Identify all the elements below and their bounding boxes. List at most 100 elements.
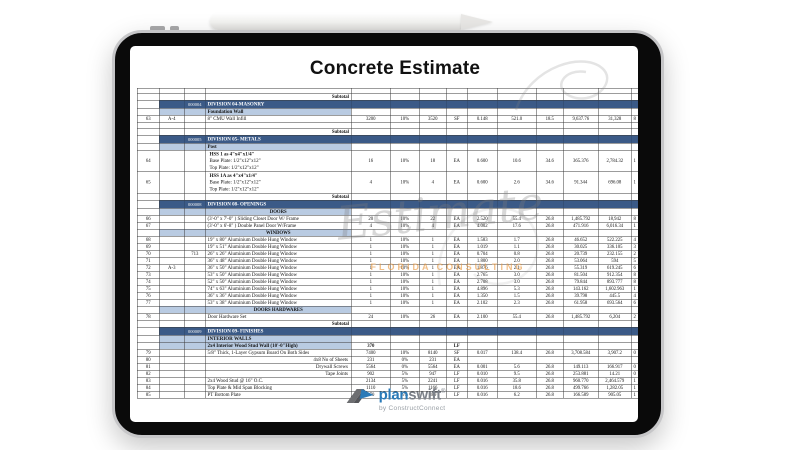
cell — [446, 135, 468, 143]
cell: DOORS HARDWARES — [205, 306, 352, 313]
cell: 619.245 — [599, 264, 632, 271]
cell — [564, 208, 599, 215]
table-row: 68 19" x 80" Aluminium Double Hung Window… — [137, 236, 638, 244]
cell: 71 — [138, 257, 160, 264]
cell — [468, 335, 498, 342]
cell: 0.600 — [468, 172, 498, 193]
table-row: 000005 DIVISION 05- METALS — [137, 135, 638, 144]
cell — [419, 100, 447, 108]
cell: 1.5 — [498, 292, 537, 299]
cell: 253.881 — [564, 370, 599, 377]
cell: 34.6 — [537, 150, 564, 172]
cell: Subtotal — [206, 93, 352, 100]
cell: 26.8 — [537, 278, 564, 285]
cell: 26" x 26" Aluminium Double Hung Window — [206, 250, 352, 257]
cell: 74" x 63" Aluminium Double Hung Window — [206, 285, 352, 292]
cell — [185, 285, 206, 292]
cell — [498, 229, 537, 236]
cell — [160, 370, 185, 377]
cell — [420, 108, 447, 115]
table-row: 67 (3'-0" x 6'-8" ) Double Panel Door W/F… — [137, 222, 638, 230]
cell — [447, 93, 468, 100]
cell — [160, 391, 185, 398]
cell: 1 — [352, 264, 391, 271]
table-row: 69 19" x 51" Aluminium Double Hung Window… — [137, 243, 638, 251]
cell: 2x4 Interior Wood Stud Wall (10'-0"High) — [205, 342, 352, 349]
cell — [632, 194, 639, 201]
cell — [631, 100, 638, 108]
cell: A-4 — [160, 115, 185, 122]
cell — [447, 108, 468, 115]
cell: 79.844 — [564, 278, 599, 285]
cell — [420, 143, 447, 150]
cell — [185, 313, 206, 320]
cell: 3,907.2 — [599, 349, 632, 356]
cell: 370 — [352, 342, 391, 349]
cell: 1 — [352, 271, 391, 278]
cell — [184, 108, 206, 115]
cell: 8140 — [420, 349, 447, 356]
cell — [564, 356, 599, 363]
cell — [185, 292, 206, 299]
cell: 2x4 Wood Stud @ 16" O.C. — [206, 377, 352, 384]
cell — [185, 271, 206, 278]
cell: 1,602.963 — [599, 285, 632, 292]
cell: 1 — [420, 271, 447, 278]
cell — [160, 250, 185, 257]
cell: WINDOWS — [205, 229, 352, 236]
cell: 10% — [391, 313, 420, 320]
registered-mark: ® — [440, 388, 446, 395]
cell — [599, 128, 632, 135]
cell: SF — [447, 349, 468, 356]
cell: 336.105 — [599, 243, 632, 250]
cell: 000009 — [184, 327, 206, 335]
cell: 522.225 — [599, 236, 632, 243]
cell — [599, 93, 632, 100]
cell: LF — [447, 377, 468, 384]
cell — [468, 193, 498, 200]
cell: DIVISION 09- FINISHES — [205, 327, 352, 335]
cell: 445.5 — [599, 292, 632, 299]
cell: 5 — [632, 258, 639, 265]
cell: 1 — [420, 250, 447, 257]
cell — [599, 143, 632, 150]
cell — [390, 327, 420, 335]
planswift-logo-icon — [346, 388, 374, 403]
cell: 18,942 — [599, 215, 632, 222]
cell: 53" x 38" Aluminium Double Hung Window — [206, 299, 352, 306]
cell — [352, 320, 391, 327]
cell: 0.704 — [468, 250, 498, 257]
cell: 8 — [632, 116, 639, 123]
cell — [537, 320, 564, 327]
cell — [420, 122, 447, 128]
cell: 902 — [352, 370, 391, 377]
cell — [352, 208, 391, 215]
cell — [184, 335, 206, 342]
cell: 521.0 — [498, 115, 537, 122]
cell: 8 — [632, 216, 639, 223]
cell — [159, 342, 185, 349]
cell: 0% — [391, 356, 420, 363]
cell — [632, 129, 639, 136]
cell — [391, 122, 420, 128]
cell — [447, 320, 468, 327]
cell: EA — [447, 264, 468, 271]
cell — [564, 88, 599, 93]
cell: 0.016 — [468, 391, 498, 398]
cell — [536, 200, 564, 208]
cell: 4 — [352, 172, 391, 193]
cell: 10% — [391, 299, 420, 306]
cell — [537, 122, 564, 128]
cell — [537, 88, 564, 93]
cell: LF — [447, 384, 468, 391]
cell — [498, 193, 537, 200]
cell: 5% — [391, 370, 420, 377]
cell — [185, 377, 206, 384]
cell: EA — [447, 356, 468, 363]
table-row: 77 53" x 38" Aluminium Double Hung Window… — [137, 299, 638, 307]
cell — [598, 200, 632, 208]
cell: 72 — [138, 264, 160, 271]
cell: 1 — [352, 278, 391, 285]
cell: DIVISION 05- METALS — [205, 135, 352, 143]
cell: 16 — [352, 150, 391, 172]
